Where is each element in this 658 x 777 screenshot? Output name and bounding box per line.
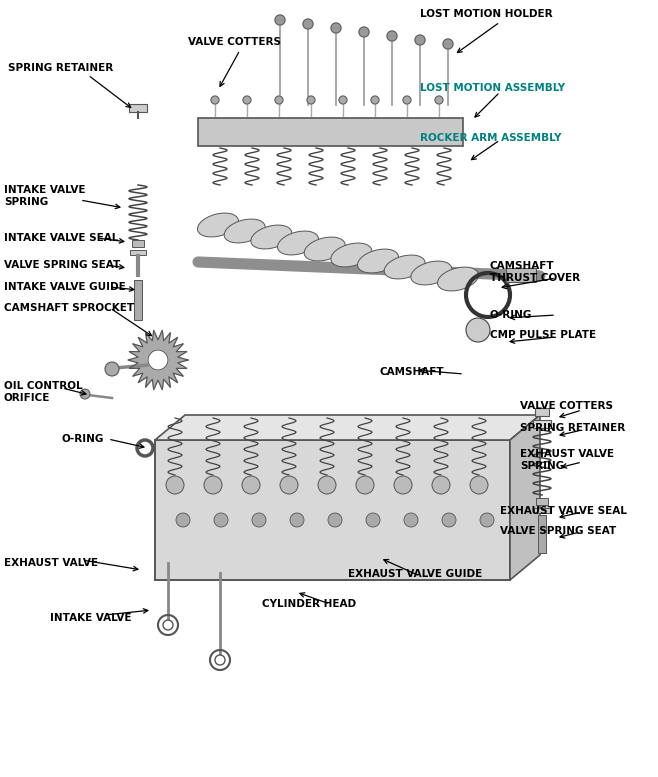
Text: CAMSHAFT: CAMSHAFT <box>380 367 445 377</box>
Text: SPRING RETAINER: SPRING RETAINER <box>520 423 625 433</box>
Ellipse shape <box>384 255 425 279</box>
Circle shape <box>318 476 336 494</box>
Ellipse shape <box>357 249 399 273</box>
Circle shape <box>211 96 219 104</box>
Text: ROCKER ARM ASSEMBLY: ROCKER ARM ASSEMBLY <box>420 133 561 143</box>
Ellipse shape <box>251 225 291 249</box>
Ellipse shape <box>331 243 372 267</box>
Circle shape <box>366 513 380 527</box>
Circle shape <box>466 318 490 342</box>
Text: LOST MOTION HOLDER: LOST MOTION HOLDER <box>420 9 553 19</box>
Circle shape <box>275 15 285 25</box>
Circle shape <box>403 96 411 104</box>
Bar <box>534 508 550 513</box>
Circle shape <box>480 513 494 527</box>
Bar <box>130 250 146 255</box>
Text: VALVE COTTERS: VALVE COTTERS <box>520 401 613 411</box>
Circle shape <box>359 27 369 37</box>
Circle shape <box>387 31 397 41</box>
Text: EXHAUST VALVE GUIDE: EXHAUST VALVE GUIDE <box>348 569 482 579</box>
Circle shape <box>252 513 266 527</box>
Circle shape <box>242 476 260 494</box>
Text: LOST MOTION ASSEMBLY: LOST MOTION ASSEMBLY <box>420 83 565 93</box>
Circle shape <box>371 96 379 104</box>
Bar <box>536 498 548 505</box>
Text: INTAKE VALVE: INTAKE VALVE <box>50 613 132 623</box>
Polygon shape <box>510 415 540 580</box>
Text: CMP PULSE PLATE: CMP PULSE PLATE <box>490 330 596 340</box>
Ellipse shape <box>438 267 478 291</box>
Text: CAMSHAFT
THRUST COVER: CAMSHAFT THRUST COVER <box>490 261 580 283</box>
Circle shape <box>394 476 412 494</box>
Text: EXHAUST VALVE SEAL: EXHAUST VALVE SEAL <box>500 506 627 516</box>
Circle shape <box>176 513 190 527</box>
Text: INTAKE VALVE
SPRING: INTAKE VALVE SPRING <box>4 185 86 207</box>
Text: OIL CONTROL
ORIFICE: OIL CONTROL ORIFICE <box>4 382 83 402</box>
Text: SPRING RETAINER: SPRING RETAINER <box>8 63 113 73</box>
Bar <box>538 515 546 553</box>
Circle shape <box>80 389 90 399</box>
Circle shape <box>474 281 502 309</box>
Bar <box>134 280 142 320</box>
Circle shape <box>204 476 222 494</box>
Bar <box>506 268 536 282</box>
Bar <box>129 104 147 112</box>
Circle shape <box>163 620 173 630</box>
Circle shape <box>243 96 251 104</box>
Circle shape <box>303 19 313 29</box>
Ellipse shape <box>197 213 238 237</box>
Text: CYLINDER HEAD: CYLINDER HEAD <box>262 599 356 609</box>
Bar <box>533 420 551 428</box>
Circle shape <box>443 39 453 49</box>
Text: O-RING: O-RING <box>62 434 105 444</box>
Text: VALVE SPRING SEAT: VALVE SPRING SEAT <box>4 260 120 270</box>
Circle shape <box>290 513 304 527</box>
Circle shape <box>442 513 456 527</box>
Circle shape <box>105 362 119 376</box>
Bar <box>198 118 463 146</box>
Circle shape <box>404 513 418 527</box>
Circle shape <box>432 476 450 494</box>
Circle shape <box>307 96 315 104</box>
Circle shape <box>331 23 341 33</box>
Circle shape <box>435 96 443 104</box>
Text: VALVE SPRING SEAT: VALVE SPRING SEAT <box>500 526 617 536</box>
Circle shape <box>215 655 225 665</box>
Circle shape <box>339 96 347 104</box>
Circle shape <box>356 476 374 494</box>
Text: INTAKE VALVE GUIDE: INTAKE VALVE GUIDE <box>4 282 126 292</box>
Ellipse shape <box>411 261 452 285</box>
Polygon shape <box>155 415 540 440</box>
Ellipse shape <box>224 219 265 243</box>
Circle shape <box>328 513 342 527</box>
Text: VALVE COTTERS: VALVE COTTERS <box>188 37 281 47</box>
Circle shape <box>415 35 425 45</box>
Bar <box>155 440 510 580</box>
Circle shape <box>280 476 298 494</box>
Circle shape <box>470 476 488 494</box>
Ellipse shape <box>304 237 345 261</box>
Circle shape <box>275 96 283 104</box>
Bar <box>535 408 549 416</box>
Text: CAMSHAFT SPROCKET: CAMSHAFT SPROCKET <box>4 303 134 313</box>
Circle shape <box>166 476 184 494</box>
Ellipse shape <box>278 231 318 255</box>
Text: EXHAUST VALVE: EXHAUST VALVE <box>4 558 98 568</box>
Text: INTAKE VALVE SEAL: INTAKE VALVE SEAL <box>4 233 118 243</box>
Circle shape <box>148 350 168 370</box>
Text: EXHAUST VALVE
SPRING: EXHAUST VALVE SPRING <box>520 449 614 471</box>
Polygon shape <box>128 330 188 390</box>
Text: O-RING: O-RING <box>490 310 532 320</box>
Circle shape <box>214 513 228 527</box>
Bar <box>132 240 144 247</box>
